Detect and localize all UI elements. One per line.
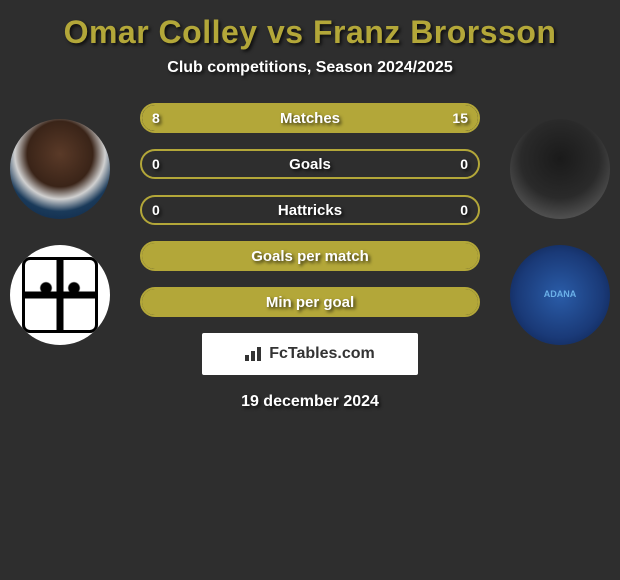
club-right-badge: ADANA [510, 245, 610, 345]
bar-value-left: 0 [152, 202, 160, 218]
bar-label: Matches [280, 110, 340, 127]
stat-bar: 0 0 Hattricks [140, 195, 480, 225]
comparison-date: 19 december 2024 [0, 393, 620, 411]
watermark-text: FcTables.com [269, 345, 375, 363]
bar-label: Min per goal [266, 294, 354, 311]
bar-value-right: 0 [460, 156, 468, 172]
comparison-subtitle: Club competitions, Season 2024/2025 [0, 59, 620, 77]
stat-bar: Min per goal [140, 287, 480, 317]
stat-bar: 0 0 Goals [140, 149, 480, 179]
bar-value-left: 0 [152, 156, 160, 172]
comparison-content: ADANA 8 15 Matches 0 0 Goals 0 0 Hattricks Goals … [0, 103, 620, 411]
club-left-badge [10, 245, 110, 345]
bar-label: Goals per match [251, 248, 369, 265]
bar-label: Hattricks [278, 202, 342, 219]
watermark-badge: FcTables.com [202, 333, 418, 375]
comparison-title: Omar Colley vs Franz Brorsson [0, 0, 620, 59]
bar-value-right: 15 [452, 110, 468, 126]
player-right-avatar [510, 119, 610, 219]
player-left-avatar [10, 119, 110, 219]
bar-value-right: 0 [460, 202, 468, 218]
bar-label: Goals [289, 156, 331, 173]
bar-value-left: 8 [152, 110, 160, 126]
chart-icon [245, 347, 263, 361]
stat-bar: Goals per match [140, 241, 480, 271]
stat-bar: 8 15 Matches [140, 103, 480, 133]
comparison-bars: 8 15 Matches 0 0 Goals 0 0 Hattricks Goals per ma… [140, 103, 480, 317]
